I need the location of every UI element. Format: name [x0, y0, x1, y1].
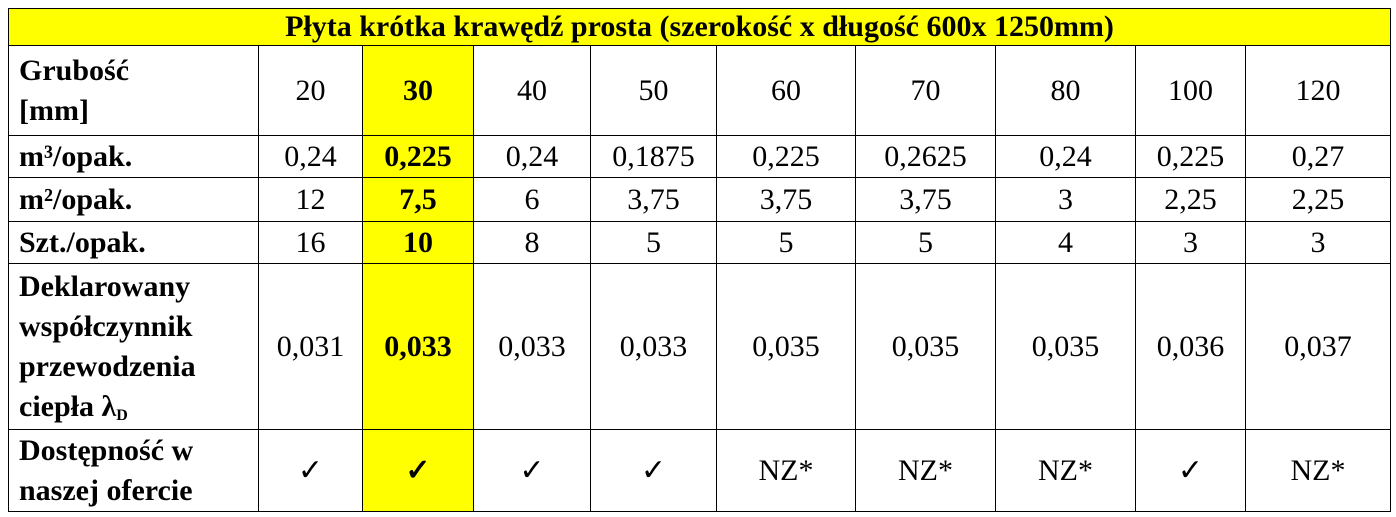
cell: ✓: [258, 429, 363, 512]
cell: 5: [590, 221, 717, 264]
cell: 50: [590, 45, 717, 136]
product-table: Płyta krótka krawędź prosta (szerokość x…: [8, 8, 1391, 512]
table-row: Deklarowany współczynnik przewodzenia ciepł…: [8, 263, 1391, 430]
row-label: m³/opak.: [8, 135, 259, 178]
cell: 120: [1245, 45, 1391, 136]
table-row: Grubość [mm] 20 30 40 50 60 70 80 100 120: [8, 45, 1391, 136]
cell: 40: [473, 45, 591, 136]
cell: 8: [473, 221, 591, 264]
label-subscript: D: [116, 406, 128, 424]
row-label: Deklarowany współczynnik przewodzenia ciepł…: [8, 263, 259, 430]
label-line: Deklarowany: [19, 269, 191, 303]
table-row: m³/opak. 0,24 0,225 0,24 0,1875 0,225 0,2625 0,…: [8, 135, 1391, 178]
label-line: [mm]: [19, 93, 89, 127]
cell: 80: [995, 45, 1136, 136]
cell: 0,1875: [590, 135, 717, 178]
cell: ✓: [362, 429, 474, 512]
cell: 0,037: [1245, 263, 1391, 430]
label-line: współczynnik: [19, 309, 193, 343]
table-row: m²/opak. 12 7,5 6 3,75 3,75 3,75 3 2,25 2,25: [8, 177, 1391, 222]
label-line: m²/opak.: [19, 182, 133, 216]
label-line: Szt./opak.: [19, 225, 146, 259]
cell: 16: [258, 221, 363, 264]
cell: 100: [1135, 45, 1246, 136]
cell: NZ*: [716, 429, 856, 512]
cell: 3,75: [855, 177, 996, 222]
label-line: Grubość: [19, 53, 130, 87]
cell: 70: [855, 45, 996, 136]
cell: 0,2625: [855, 135, 996, 178]
label-line: m³/opak.: [19, 139, 133, 173]
cell: 0,27: [1245, 135, 1391, 178]
cell: 3,75: [716, 177, 856, 222]
cell: ✓: [1135, 429, 1246, 512]
cell: 12: [258, 177, 363, 222]
cell: 0,035: [716, 263, 856, 430]
label-line: ciepła λD: [19, 389, 128, 424]
cell: 0,033: [473, 263, 591, 430]
cell: 3: [1245, 221, 1391, 264]
row-label: Grubość [mm]: [8, 45, 259, 136]
cell: ✓: [473, 429, 591, 512]
cell: 0,225: [362, 135, 474, 178]
cell: 0,035: [855, 263, 996, 430]
cell: 2,25: [1245, 177, 1391, 222]
table-row: Szt./opak. 16 10 8 5 5 5 4 3 3: [8, 221, 1391, 264]
cell: 3,75: [590, 177, 717, 222]
cell: NZ*: [1245, 429, 1391, 512]
label-line: przewodzenia: [19, 349, 196, 383]
cell: 0,033: [590, 263, 717, 430]
cell: 4: [995, 221, 1136, 264]
cell: 0,24: [258, 135, 363, 178]
cell: 5: [855, 221, 996, 264]
cell: NZ*: [995, 429, 1136, 512]
cell: 30: [362, 45, 474, 136]
row-label: Szt./opak.: [8, 221, 259, 264]
table-title: Płyta krótka krawędź prosta (szerokość x…: [8, 8, 1391, 46]
cell: 20: [258, 45, 363, 136]
cell: 3: [995, 177, 1136, 222]
cell: 10: [362, 221, 474, 264]
table-row: Dostępność w naszej ofercie ✓ ✓ ✓ ✓ NZ* NZ* NZ* ✓…: [8, 429, 1391, 512]
cell: 0,225: [1135, 135, 1246, 178]
cell: 5: [716, 221, 856, 264]
cell: 0,24: [995, 135, 1136, 178]
row-label: m²/opak.: [8, 177, 259, 222]
cell: 2,25: [1135, 177, 1246, 222]
title-row: Płyta krótka krawędź prosta (szerokość x…: [8, 8, 1391, 46]
cell: 0,033: [362, 263, 474, 430]
cell: ✓: [590, 429, 717, 512]
cell: 7,5: [362, 177, 474, 222]
label-line: Dostępność w: [19, 433, 194, 467]
cell: 3: [1135, 221, 1246, 264]
cell: 60: [716, 45, 856, 136]
cell: NZ*: [855, 429, 996, 512]
cell: 6: [473, 177, 591, 222]
label-line: naszej ofercie: [19, 473, 193, 507]
cell: 0,031: [258, 263, 363, 430]
row-label: Dostępność w naszej ofercie: [8, 429, 259, 512]
cell: 0,036: [1135, 263, 1246, 430]
cell: 0,225: [716, 135, 856, 178]
cell: 0,035: [995, 263, 1136, 430]
cell: 0,24: [473, 135, 591, 178]
